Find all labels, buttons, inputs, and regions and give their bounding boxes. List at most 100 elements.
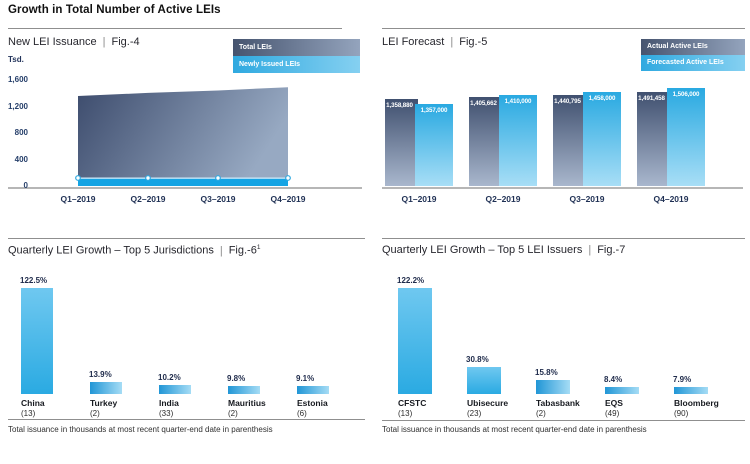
fig7-footnote: Total issuance in thousands at most rece… bbox=[382, 425, 647, 434]
legend-item-total-leis: Total LEIs bbox=[233, 39, 360, 56]
fig5-x-tick-label: Q2–2019 bbox=[485, 194, 521, 204]
fig7-percent-label: 30.8% bbox=[466, 355, 489, 365]
fig6-count-label: (13) bbox=[21, 409, 36, 418]
fig5-bar-actual: 1,491,458 bbox=[637, 92, 670, 186]
fig-label: Fig.-6 bbox=[228, 244, 257, 257]
chart-title-text: Quarterly LEI Growth – Top 5 LEI Issuers bbox=[382, 244, 583, 256]
fig4-x-tick-label: Q2–2019 bbox=[130, 194, 166, 204]
newly-issued-marker-dot bbox=[145, 175, 151, 181]
fig6-percent-label: 122.5% bbox=[20, 275, 48, 285]
fig4-plot bbox=[75, 87, 291, 186]
bar-value-label: 1,357,000 bbox=[420, 107, 448, 114]
fig5-x-tick-label: Q3–2019 bbox=[569, 194, 605, 204]
fig5-bar-forecast: 1,410,000 bbox=[499, 95, 537, 186]
bar-value-label: 1,491,458 bbox=[638, 95, 665, 102]
fig6-percent-label: 9.8% bbox=[227, 373, 246, 383]
title-separator: | bbox=[102, 36, 106, 48]
title-separator: | bbox=[219, 244, 223, 257]
fig7-count-label: (2) bbox=[536, 409, 546, 418]
fig7-percent-label: 8.4% bbox=[604, 374, 623, 384]
fig4-y-tick-label: 1,600 bbox=[7, 75, 28, 84]
fig6-count-label: (2) bbox=[228, 409, 238, 418]
legend-item-newly-issued-leis: Newly Issued LEIs bbox=[233, 56, 360, 73]
chart-title-text: New LEI Issuance bbox=[8, 36, 97, 48]
fig4-y-tick-label: 800 bbox=[14, 128, 28, 137]
fig-label: Fig.-5 bbox=[459, 36, 488, 48]
fig5-title: LEI Forecast | Fig.-5 bbox=[382, 36, 487, 48]
fig4-y-tick-label: 1,200 bbox=[7, 101, 28, 111]
fig7-count-label: (23) bbox=[467, 409, 482, 418]
legend-label: Newly Issued LEIs bbox=[239, 61, 301, 68]
legend-label: Actual Active LEIs bbox=[647, 43, 708, 50]
fig6-percent-label: 13.9% bbox=[89, 370, 112, 379]
bar-value-label: 1,506,000 bbox=[672, 91, 700, 98]
section-rule-right bbox=[382, 238, 745, 239]
chart-title-text: Quarterly LEI Growth – Top 5 Jurisdictio… bbox=[8, 244, 214, 257]
fig5-bar-forecast: 1,458,000 bbox=[583, 92, 621, 186]
fig4-unit-label: Tsd. bbox=[8, 55, 24, 64]
fig7-percent-label: 15.8% bbox=[535, 368, 558, 378]
fig6-count-label: (6) bbox=[297, 409, 307, 418]
legend-label: Forecasted Active LEIs bbox=[647, 59, 724, 66]
fig7-footnote-rule bbox=[382, 420, 745, 421]
bar-value-label: 1,440,795 bbox=[554, 98, 581, 105]
fig6-percent-label: 9.1% bbox=[296, 374, 315, 384]
newly-issued-marker-dot bbox=[215, 175, 221, 181]
fig7-category-label: Ubisecure bbox=[467, 398, 509, 408]
fig7-category-label: CFSTC bbox=[398, 398, 427, 408]
fig7-bar-eqs bbox=[605, 386, 639, 394]
fig7-category-label: EQS bbox=[605, 398, 623, 408]
fig7-bar-bloomberg bbox=[674, 387, 708, 394]
fig6-bar-turkey bbox=[90, 382, 122, 394]
fig4-y-tick-label: 0 bbox=[23, 181, 28, 190]
title-separator: | bbox=[588, 244, 592, 256]
fig7-title: Quarterly LEI Growth – Top 5 LEI Issuers… bbox=[382, 244, 625, 256]
fig7-percent-label: 7.9% bbox=[673, 375, 692, 385]
fig6-bar-india bbox=[159, 385, 191, 394]
header-rule-right bbox=[382, 28, 745, 29]
fig6-count-label: (33) bbox=[159, 409, 174, 418]
fig-label: Fig.-4 bbox=[111, 36, 140, 48]
fig5-bar-forecast: 1,506,000 bbox=[667, 88, 705, 186]
fig5-x-tick-label: Q1–2019 bbox=[401, 194, 437, 204]
fig5-bar-actual: 1,440,795 bbox=[553, 95, 586, 186]
fig5-x-axis-line bbox=[382, 187, 743, 189]
total-leis-area bbox=[78, 87, 288, 186]
fig5-bar-actual: 1,405,662 bbox=[469, 97, 502, 186]
fig7-category-label: Tabasbank bbox=[536, 398, 580, 408]
newly-issued-band bbox=[78, 178, 288, 186]
fig7-bar-cfstc bbox=[398, 288, 432, 394]
fig5-bar-forecast: 1,357,000 bbox=[415, 104, 453, 186]
fig4-legend: Total LEIs Newly Issued LEIs bbox=[233, 39, 360, 73]
newly-issued-marker-dot bbox=[75, 175, 81, 181]
fig4-x-tick-label: Q3–2019 bbox=[200, 194, 236, 204]
fig5-x-tick-label: Q4–2019 bbox=[653, 194, 689, 204]
legend-label: Total LEIs bbox=[239, 44, 272, 51]
fig6-category-label: Mauritius bbox=[228, 398, 266, 408]
fig-label-superscript: 1 bbox=[256, 244, 261, 251]
bar-value-label: 1,410,000 bbox=[504, 98, 532, 105]
newly-issued-band-edge bbox=[78, 177, 288, 179]
fig7-bar-tabasbank bbox=[536, 380, 570, 394]
fig7-percent-label: 122.2% bbox=[397, 276, 425, 286]
chart-title-text: LEI Forecast bbox=[382, 36, 445, 48]
fig7-count-label: (13) bbox=[398, 409, 413, 418]
fig5-legend: Actual Active LEIs Forecasted Active LEI… bbox=[641, 39, 745, 71]
fig4-x-tick-label: Q4–2019 bbox=[270, 194, 306, 204]
fig6-count-label: (2) bbox=[90, 409, 100, 418]
fig4-x-axis-line bbox=[8, 187, 362, 189]
fig6-bar-estonia bbox=[297, 386, 329, 394]
bar-value-label: 1,358,880 bbox=[386, 102, 413, 109]
legend-item-forecasted-active-leis: Forecasted Active LEIs bbox=[641, 55, 745, 71]
fig6-category-label: China bbox=[21, 398, 45, 408]
fig7-category-label: Bloomberg bbox=[674, 398, 719, 408]
fig6-bar-mauritius bbox=[228, 385, 260, 394]
fig6-category-label: Estonia bbox=[297, 398, 328, 408]
fig6-footnote: Total issuance in thousands at most rece… bbox=[8, 425, 273, 434]
fig6-bar-china bbox=[21, 287, 53, 394]
newly-issued-marker-dot bbox=[285, 175, 291, 181]
page-title: Growth in Total Number of Active LEIs bbox=[8, 4, 221, 16]
fig4-x-tick-label: Q1–2019 bbox=[60, 194, 96, 204]
fig7-bar-ubisecure bbox=[467, 367, 501, 394]
